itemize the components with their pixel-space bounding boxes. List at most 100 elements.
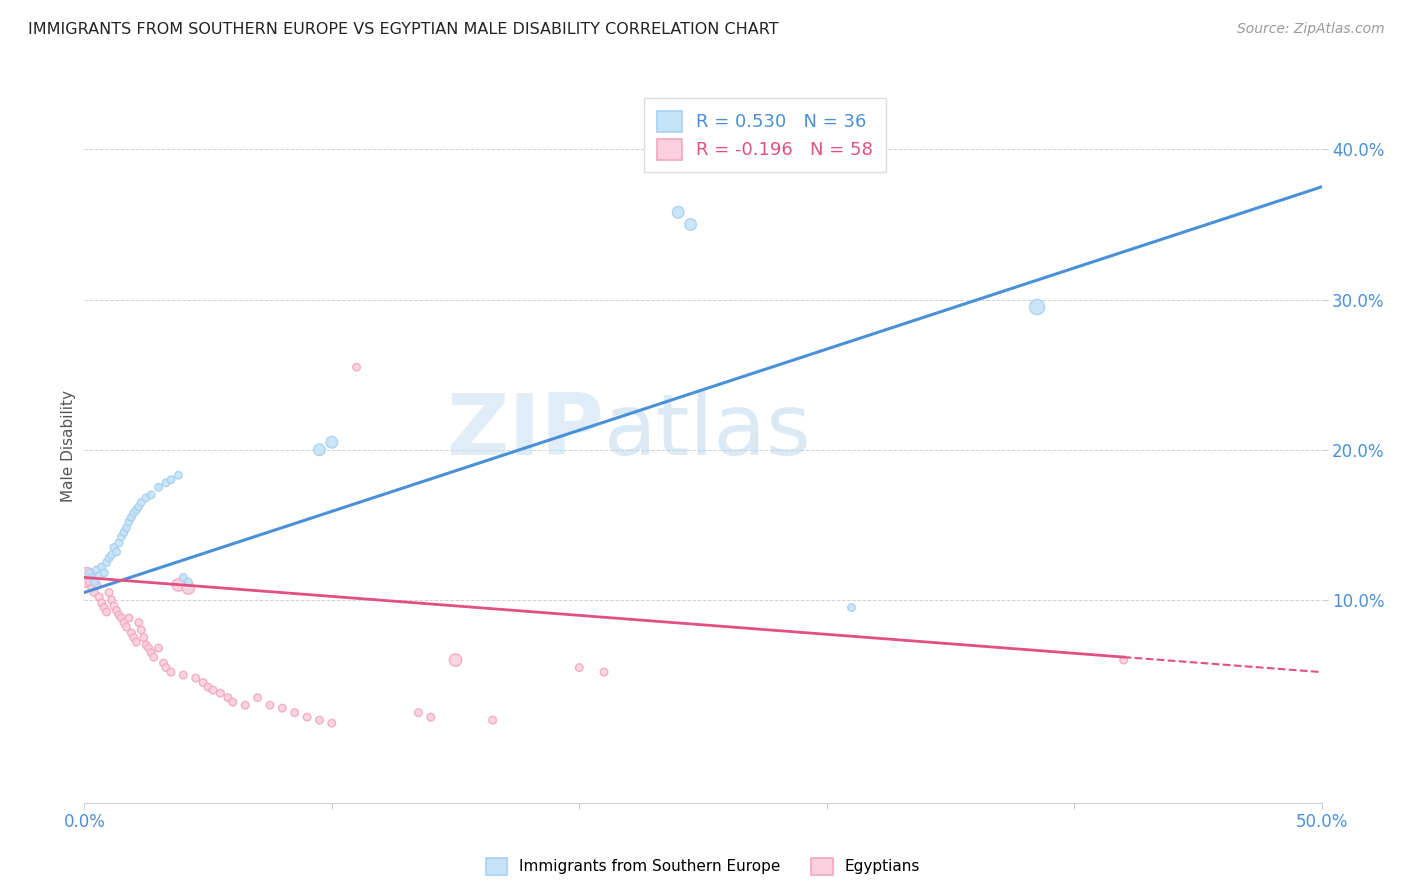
Point <box>1112 653 1135 667</box>
Point <box>115 620 138 634</box>
Point <box>142 650 165 665</box>
Point <box>118 611 141 625</box>
Point <box>177 581 200 595</box>
Point <box>191 675 214 690</box>
Point <box>83 585 105 599</box>
Point <box>89 590 111 604</box>
Point <box>112 525 135 540</box>
Point <box>222 695 245 709</box>
Point <box>122 506 145 520</box>
Point <box>105 545 128 559</box>
Point <box>141 488 163 502</box>
Text: IMMIGRANTS FROM SOUTHERN EUROPE VS EGYPTIAN MALE DISABILITY CORRELATION CHART: IMMIGRANTS FROM SOUTHERN EUROPE VS EGYPT… <box>28 22 779 37</box>
Legend: Immigrants from Southern Europe, Egyptians: Immigrants from Southern Europe, Egyptia… <box>477 848 929 884</box>
Point <box>110 611 132 625</box>
Point <box>148 641 170 656</box>
Point <box>172 668 194 682</box>
Point <box>96 556 118 570</box>
Point <box>135 638 157 652</box>
Point <box>568 660 591 674</box>
Point <box>408 706 430 720</box>
Point <box>444 653 467 667</box>
Point <box>122 631 145 645</box>
Y-axis label: Male Disability: Male Disability <box>60 390 76 502</box>
Point <box>1026 300 1049 314</box>
Point <box>132 631 155 645</box>
Point <box>129 495 152 509</box>
Point <box>108 536 131 550</box>
Point <box>419 710 441 724</box>
Point <box>321 716 343 731</box>
Point <box>167 468 190 483</box>
Point <box>79 566 101 580</box>
Point <box>679 218 702 232</box>
Point <box>96 605 118 619</box>
Point <box>125 503 148 517</box>
Point <box>152 656 174 670</box>
Point <box>138 641 160 656</box>
Point <box>135 491 157 505</box>
Point <box>128 500 150 514</box>
Point <box>83 574 105 589</box>
Point <box>98 585 121 599</box>
Point <box>141 646 163 660</box>
Point <box>80 570 103 584</box>
Point <box>93 600 115 615</box>
Point <box>197 680 219 694</box>
Text: Source: ZipAtlas.com: Source: ZipAtlas.com <box>1237 22 1385 37</box>
Point <box>217 690 239 705</box>
Legend: R = 0.530   N = 36, R = -0.196   N = 58: R = 0.530 N = 36, R = -0.196 N = 58 <box>644 98 886 172</box>
Point <box>90 560 112 574</box>
Point <box>167 578 190 592</box>
Point <box>80 581 103 595</box>
Point <box>115 521 138 535</box>
Point <box>308 713 330 727</box>
Point <box>90 596 112 610</box>
Point <box>308 442 330 457</box>
Point <box>209 686 232 700</box>
Point <box>108 607 131 622</box>
Point <box>172 570 194 584</box>
Text: atlas: atlas <box>605 390 813 474</box>
Point <box>155 475 177 490</box>
Point <box>271 701 294 715</box>
Point <box>86 563 108 577</box>
Point <box>321 435 343 450</box>
Point <box>105 603 128 617</box>
Point <box>177 574 200 589</box>
Point <box>93 566 115 580</box>
Point <box>100 593 122 607</box>
Point <box>100 548 122 562</box>
Point <box>295 710 318 724</box>
Point <box>118 515 141 529</box>
Point <box>148 480 170 494</box>
Point <box>346 360 368 375</box>
Point <box>120 510 142 524</box>
Point <box>246 690 269 705</box>
Point <box>202 683 225 698</box>
Point <box>284 706 307 720</box>
Point <box>593 665 616 679</box>
Point <box>86 578 108 592</box>
Point <box>103 599 125 613</box>
Point <box>103 541 125 555</box>
Point <box>666 205 689 219</box>
Point <box>98 550 121 565</box>
Point <box>481 713 503 727</box>
Point <box>155 660 177 674</box>
Point <box>79 574 101 589</box>
Point <box>160 665 183 679</box>
Point <box>110 530 132 544</box>
Point <box>184 671 207 685</box>
Point <box>259 698 281 713</box>
Point <box>233 698 256 713</box>
Point <box>120 626 142 640</box>
Point <box>128 615 150 630</box>
Text: ZIP: ZIP <box>446 390 605 474</box>
Point <box>160 473 183 487</box>
Point <box>76 570 98 584</box>
Point <box>125 635 148 649</box>
Point <box>129 623 152 637</box>
Point <box>89 569 111 583</box>
Point <box>841 600 863 615</box>
